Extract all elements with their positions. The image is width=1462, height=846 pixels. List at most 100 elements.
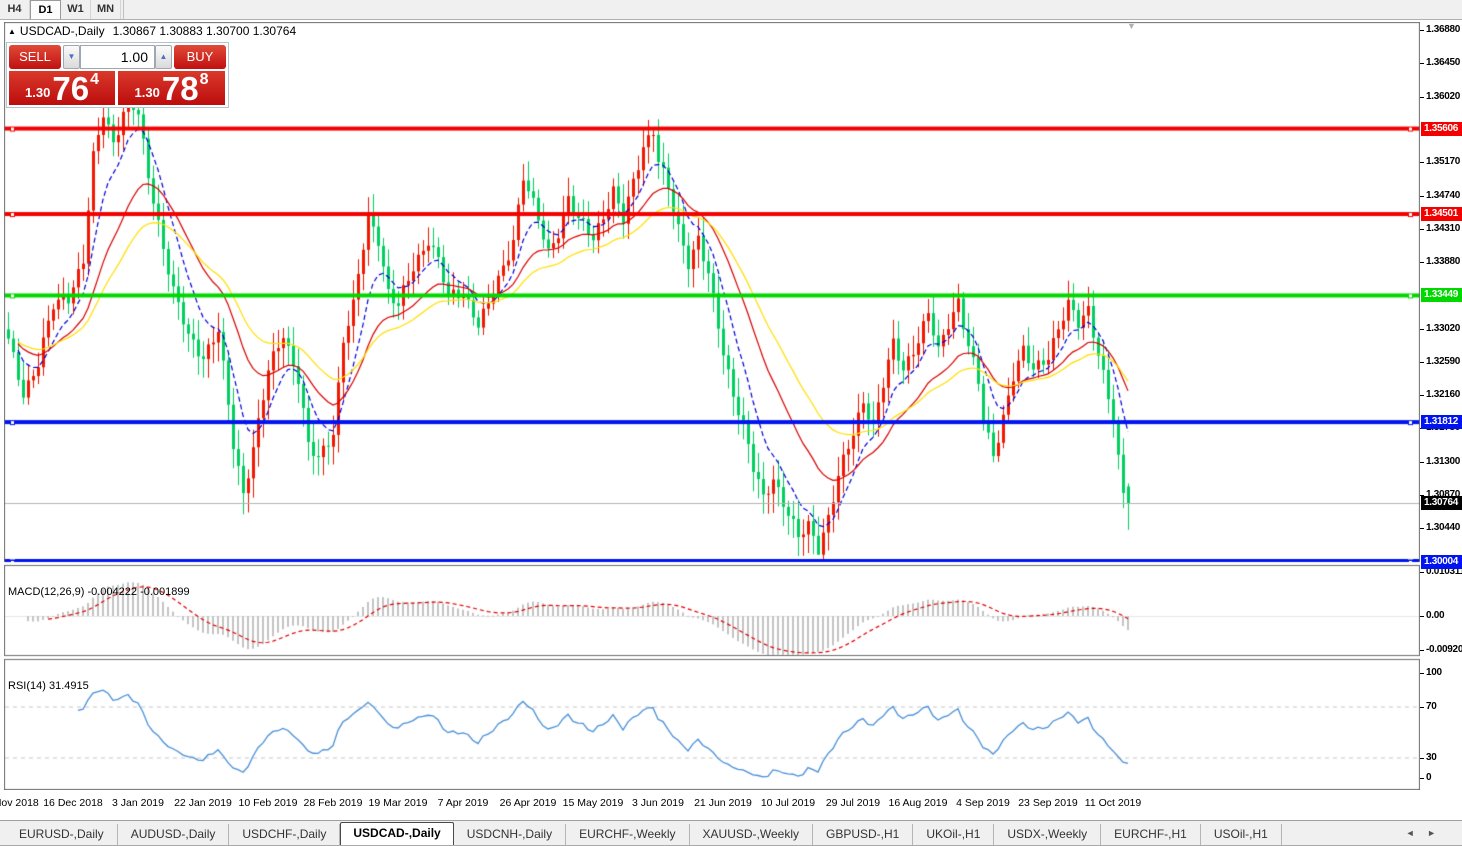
price-axis-label: 1.33020: [1426, 322, 1461, 334]
sell-price-pips: 76: [52, 70, 90, 107]
price-chart-canvas[interactable]: [4, 22, 1420, 790]
price-axis-label: 1.36880: [1426, 24, 1461, 35]
chart-tab-usdchf-daily[interactable]: USDCHF-,Daily: [229, 824, 341, 845]
price-axis-label: 1.30440: [1426, 522, 1461, 534]
rsi-axis-label: 100: [1426, 667, 1442, 678]
price-axis-label: 1.34740: [1426, 189, 1461, 201]
rsi-axis-label: 30: [1426, 752, 1437, 763]
axis-tick-mark: [1420, 195, 1424, 197]
axis-tick-mark: [1420, 228, 1424, 230]
date-label: 10 Jul 2019: [760, 797, 816, 809]
price-axis-label: 1.35170: [1426, 156, 1461, 168]
chart-tab-eurchf-weekly[interactable]: EURCHF-,Weekly: [566, 824, 690, 845]
date-label: 3 Jan 2019: [112, 797, 164, 809]
macd-axis-label: 0.00: [1426, 610, 1445, 621]
volume-increase-button[interactable]: ▲: [155, 45, 172, 69]
date-label: 16 Aug 2019: [888, 797, 948, 809]
axis-tick-mark: [1420, 262, 1424, 264]
axis-tick-mark: [1420, 758, 1424, 759]
one-click-trading-panel: SELL ▼ 1.00 ▲ BUY 1.30 76 4 1.30 78 8: [6, 42, 229, 108]
sell-price-display[interactable]: 1.30 76 4: [9, 71, 115, 105]
chart-tab-usdcnh-daily[interactable]: USDCNH-,Daily: [454, 824, 567, 845]
chart-tab-ukoil-h1[interactable]: UKOil-,H1: [913, 824, 995, 845]
price-axis-label: 1.31300: [1426, 455, 1461, 467]
chart-tab-eurusd-daily[interactable]: EURUSD-,Daily: [6, 824, 118, 845]
date-label: 23 Sep 2019: [1018, 797, 1078, 809]
chart-tab-eurchf-h1[interactable]: EURCHF-,H1: [1101, 824, 1201, 845]
volume-input[interactable]: 1.00: [80, 45, 155, 69]
toolbar-divider: [123, 0, 124, 19]
chart-tab-usdx-weekly[interactable]: USDX-,Weekly: [994, 824, 1102, 845]
chart-tabs: EURUSD-,Daily AUDUSD-,Daily USDCHF-,Daily U…: [0, 821, 1462, 845]
axis-tick-mark: [1420, 63, 1424, 65]
chart-tab-usdcad-daily[interactable]: USDCAD-,Daily: [340, 822, 454, 845]
date-label: 4 Sep 2019: [956, 797, 1010, 809]
axis-tick-mark: [1420, 707, 1424, 708]
date-label: 19 Mar 2019: [368, 797, 428, 809]
axis-tick-mark: [1420, 528, 1424, 530]
axis-tick-mark: [1420, 361, 1424, 363]
sell-price-point: 4: [90, 71, 99, 88]
spin-down-icon: ▼: [67, 52, 76, 61]
price-axis-label: 1.32160: [1426, 389, 1461, 401]
buy-price-pips: 78: [161, 70, 199, 107]
price-axis-label: 1.34310: [1426, 222, 1461, 234]
timeframe-h4-button[interactable]: H4: [0, 0, 30, 19]
axis-tick-mark: [1420, 30, 1424, 31]
last-price-tag: 1.30764: [1421, 496, 1462, 511]
spin-up-icon: ▲: [159, 52, 168, 61]
axis-tick-mark: [1420, 778, 1424, 779]
sell-button[interactable]: SELL: [9, 45, 61, 69]
buy-price-point: 8: [199, 71, 209, 88]
price-axis-label: 1.36020: [1426, 90, 1461, 102]
timeframe-w1-button[interactable]: W1: [61, 0, 91, 19]
axis-tick-mark: [1420, 673, 1424, 674]
date-label: 29 Jul 2019: [825, 797, 881, 809]
hline-price-tag: 1.30004: [1421, 555, 1462, 569]
rsi-axis-label: 70: [1426, 701, 1437, 712]
sell-price-prefix: 1.30: [25, 85, 51, 100]
chart-tab-audusd-daily[interactable]: AUDUSD-,Daily: [118, 824, 230, 845]
date-label: 3 Jun 2019: [632, 797, 684, 809]
chart-tab-gbpusd-h1[interactable]: GBPUSD-,H1: [813, 824, 914, 845]
collapse-icon[interactable]: ▲: [8, 27, 16, 36]
axis-tick-mark: [1420, 461, 1424, 463]
price-axis-label: 1.30870: [1426, 488, 1461, 500]
axis-tick-mark: [1420, 572, 1424, 573]
macd-axis-label: -0.009203: [1426, 644, 1462, 655]
axis-tick-mark: [1420, 395, 1424, 397]
date-label: 22 Jan 2019: [174, 797, 232, 809]
date-label: 7 Apr 2019: [437, 797, 489, 809]
date-label: 10 Feb 2019: [238, 797, 298, 809]
tabs-scroll-right-button[interactable]: ►: [1427, 828, 1436, 838]
date-label: 28 Feb 2019: [303, 797, 363, 809]
timeframe-mn-button[interactable]: MN: [91, 0, 121, 19]
date-label: 16 Dec 2018: [43, 797, 103, 809]
chart-window: ▲ USDCAD-,Daily 1.30867 1.30883 1.30700 1.…: [0, 20, 1462, 820]
axis-tick-mark: [1420, 328, 1424, 330]
rsi-axis-label: 0: [1426, 772, 1432, 783]
buy-price-display[interactable]: 1.30 78 8: [118, 71, 225, 105]
timeframe-toolbar: H4 D1 W1 MN: [0, 0, 1462, 20]
hline-price-tag: 1.34501: [1421, 207, 1462, 222]
volume-decrease-button[interactable]: ▼: [63, 45, 80, 69]
date-label: 11 Oct 2019: [1084, 797, 1142, 809]
chart-tab-xauusd-weekly[interactable]: XAUUSD-,Weekly: [690, 824, 813, 845]
date-label: 21 Jun 2019: [694, 797, 752, 809]
date-label: 27 Nov 2018: [0, 797, 39, 809]
rsi-indicator-label: RSI(14) 31.4915: [8, 680, 89, 692]
scroll-anchor-icon: ▼: [1127, 21, 1136, 31]
price-axis-label: 1.33880: [1426, 256, 1461, 268]
chart-ohlc-values: 1.30867 1.30883 1.30700 1.30764: [112, 24, 297, 38]
tab-scroll-arrows: ◄ ►: [1396, 828, 1436, 838]
chart-tab-usoil-h1[interactable]: USOil-,H1: [1201, 824, 1282, 845]
price-axis-label: 1.36450: [1426, 57, 1461, 69]
timeframe-d1-button[interactable]: D1: [30, 0, 61, 19]
hline-price-tag: 1.33449: [1421, 288, 1462, 303]
hline-price-tag: 1.35606: [1421, 121, 1462, 136]
chart-symbol-title: USDCAD-,Daily: [19, 24, 105, 38]
buy-button[interactable]: BUY: [174, 45, 226, 69]
chart-title-row: ▲ USDCAD-,Daily 1.30867 1.30883 1.30700 1.…: [8, 24, 296, 38]
axis-tick-mark: [1420, 494, 1424, 496]
tabs-scroll-left-button[interactable]: ◄: [1405, 828, 1415, 838]
